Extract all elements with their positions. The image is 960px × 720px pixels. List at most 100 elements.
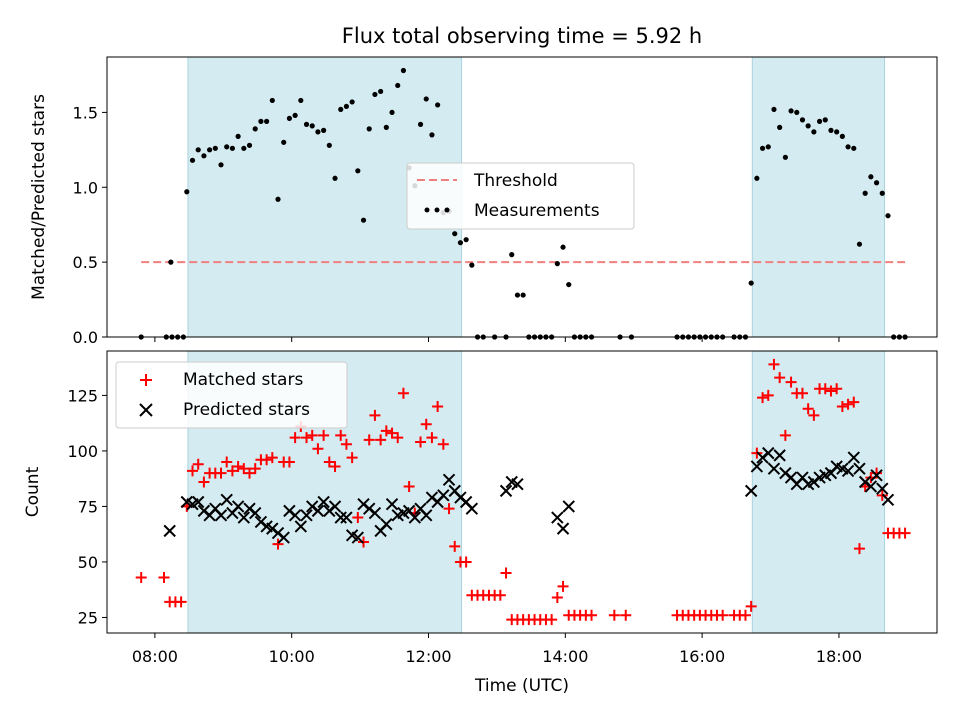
matched-star-point	[369, 409, 381, 421]
legend-threshold-label: Threshold	[473, 171, 558, 191]
measurement-point	[218, 162, 224, 168]
measurement-point	[264, 118, 270, 124]
predicted-star-point	[841, 464, 855, 478]
predicted-star-point	[277, 531, 290, 544]
matched-star-point	[261, 454, 273, 466]
top-x-ticks	[154, 337, 840, 342]
y-tick-label: 0.0	[73, 328, 98, 347]
measurement-point	[224, 144, 230, 150]
predicted-star-point	[328, 500, 342, 513]
matched-star-point	[192, 458, 204, 470]
measurement-point	[195, 147, 201, 153]
bottom-legend-box	[115, 361, 348, 429]
predicted-star-point	[311, 504, 325, 518]
measurement-point	[834, 129, 840, 135]
bottom-y-ticks: 25 50 75 100 125	[67, 386, 107, 627]
legend-measure-dot	[434, 207, 440, 213]
measurement-point	[286, 115, 293, 121]
matched-star-point	[135, 571, 147, 583]
matched-star-point	[232, 460, 244, 472]
matched-star-point	[848, 396, 860, 408]
predicted-star-point	[351, 531, 365, 544]
measurement-point	[782, 154, 788, 160]
matched-star-point	[745, 600, 757, 612]
measurement-point	[355, 168, 361, 174]
measurement-point	[281, 139, 287, 145]
measurement-point	[868, 174, 874, 180]
measurement-point	[794, 109, 800, 116]
shaded-interval	[751, 56, 886, 338]
measurement-point	[315, 129, 321, 135]
matched-star-point	[819, 383, 831, 395]
legend-matched-marker	[140, 374, 152, 386]
predicted-star-point	[340, 511, 353, 524]
measurement-point	[321, 127, 327, 133]
matched-star-point	[757, 392, 769, 404]
predicted-star-point	[853, 462, 866, 475]
measurement-point	[349, 99, 355, 105]
matched-star-point	[432, 401, 444, 413]
predicted-star-point	[773, 449, 786, 462]
measurement-point	[184, 189, 190, 195]
predicted-star-point	[864, 480, 878, 493]
matched-star-point	[397, 387, 409, 399]
x-tick-label: 16:00	[679, 647, 725, 666]
matched-star-point	[426, 432, 438, 444]
predicted-star-point	[192, 495, 205, 509]
measurement-point	[560, 244, 566, 250]
y-tick-label: 0.5	[73, 253, 98, 272]
predicted-star-point	[499, 484, 513, 498]
matched-star-point	[306, 429, 318, 441]
measurement-point	[452, 231, 458, 237]
measurement-point	[366, 126, 372, 132]
predicted-star-point	[231, 500, 245, 513]
matched-star-point	[546, 614, 558, 626]
predicted-star-point	[249, 506, 262, 520]
legend-measurements-label: Measurements	[474, 201, 600, 221]
top-panel: Flux total observing time = 5.92 h 0.00.…	[29, 24, 938, 347]
predicted-star-point	[237, 511, 251, 524]
matched-star-point	[335, 429, 347, 441]
measurement-point	[457, 240, 464, 246]
predicted-star-point	[870, 469, 883, 482]
measurement-point	[862, 190, 868, 196]
measurement-point	[258, 118, 264, 124]
measurement-point	[765, 144, 771, 150]
measurement-point	[839, 133, 845, 139]
matched-star-point	[380, 425, 392, 437]
predicted-star-point	[334, 511, 347, 524]
measurement-point	[885, 213, 891, 219]
predicted-star-point	[437, 489, 450, 502]
predicted-star-point	[408, 511, 422, 524]
matched-star-point	[785, 376, 797, 388]
top-legend: Threshold Measurements	[406, 162, 635, 230]
matched-star-point	[899, 527, 911, 539]
measurement-point	[514, 292, 521, 298]
shaded-interval	[751, 350, 886, 634]
matched-star-point	[318, 429, 330, 441]
matched-star-point	[238, 463, 250, 475]
matched-star-point	[415, 436, 427, 448]
predicted-star-point	[317, 495, 330, 509]
top-axes-frame	[106, 56, 938, 338]
measurement-point	[469, 262, 475, 268]
legend-predicted-marker	[139, 403, 153, 417]
measurement-point	[400, 67, 407, 74]
measurement-point	[429, 132, 435, 138]
predicted-star-point	[551, 511, 564, 524]
y-tick-label: 25	[78, 608, 98, 627]
matched-star-point	[460, 556, 472, 568]
measurement-point	[389, 109, 395, 116]
measurement-point	[417, 121, 424, 127]
matched-star-point	[557, 580, 569, 592]
measurement-point	[269, 97, 275, 104]
matched-star-point	[808, 409, 820, 421]
matched-star-point	[175, 596, 187, 608]
measurement-point	[372, 91, 378, 98]
matched-star-point	[289, 432, 301, 444]
bottom-panel: 25 50 75 100 125 08:00 10:00 12:00 14:00 16:00 18…	[23, 350, 938, 696]
measurement-point	[520, 292, 526, 298]
measurement-point	[338, 106, 344, 113]
measurement-point	[201, 153, 207, 159]
predicted-star-point	[288, 509, 302, 522]
